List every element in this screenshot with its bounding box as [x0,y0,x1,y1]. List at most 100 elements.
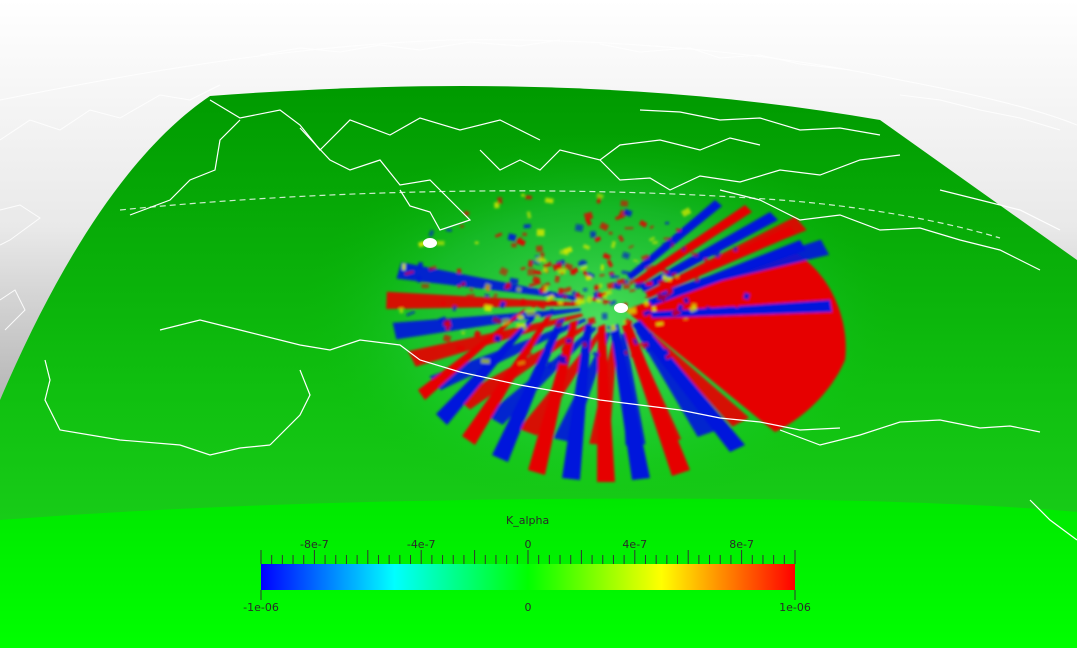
kernel-speckle [660,267,670,275]
colorbar-top-labels: -8e-7 -4e-7 0 4e-7 8e-7 [300,538,754,551]
kernel-speckle [546,294,555,301]
kernel-speckle [446,228,452,232]
colorbar-top-label: -8e-7 [300,538,329,551]
colorbar: -8e-7 -4e-7 0 4e-7 8e-7 -1e-06 0 1e-06 [243,538,811,614]
kernel-speckle [643,300,649,307]
kernel-speckle [590,231,596,238]
kernel-speckle [562,294,568,300]
kernel-speckle [460,225,464,228]
kernel-speckle [594,236,602,243]
kernel-speckle [675,290,681,297]
kernel-speckle [548,298,557,305]
kernel-speckle [438,316,447,323]
kernel-speckle [442,334,452,343]
kernel-speckle [473,330,482,339]
kernel-speckle [557,354,567,364]
kernel-speckle [581,360,588,366]
kernel-speckle [609,299,617,306]
kernel-speckle [571,267,579,274]
kernel-speckle [504,282,511,290]
kernel-speckle [620,200,629,207]
kernel-speckle [534,313,541,320]
kernel-speckle [517,315,524,320]
kernel-speckle [579,265,588,271]
kernel-speckle [527,268,535,276]
kernel-speckle [583,288,588,292]
kernel-speckle [546,361,552,369]
kernel-speckle [658,279,666,286]
kernel-stripe [632,320,745,452]
kernel-speckle [648,236,656,242]
kernel-speckle [498,266,509,277]
kernel-speckle [517,360,525,366]
kernel-speckle [536,229,545,237]
kernel-stripe [429,318,587,391]
kernel-speckle [645,264,656,273]
kernel-speckle [704,258,708,263]
kernel-stripe [597,324,615,482]
kernel-speckle [525,195,532,200]
kernel-speckle [575,297,582,306]
kernel-stripe [462,315,552,445]
kernel-speckle [501,318,510,326]
kernel-speckle [683,296,690,304]
kernel-speckle [676,303,684,312]
kernel-speckle [519,298,527,307]
kernel-speckle [616,278,626,285]
kernel-speckle [638,219,648,228]
kernel-stripe [634,205,752,286]
kernel-stripe [610,324,650,480]
kernel-speckle [440,301,447,306]
kernel-speckle [624,350,629,356]
kernel-stripe [642,327,750,427]
kernel-speckle [628,278,637,286]
kernel-speckle [456,268,462,274]
kernel-speckle [521,193,525,197]
kernel-speckle [645,332,654,340]
kernel-speckle [733,247,738,252]
colorbar-top-label: 4e-7 [622,538,647,551]
kernel-stripe [622,322,690,476]
kernel-speckle [624,227,634,230]
kernel-speckle [606,282,616,290]
kernel-stripe [396,262,582,301]
kernel-speckle [599,283,603,289]
source-marker[interactable] [423,238,437,248]
kernel-speckle [596,298,602,303]
coastlines [44,99,1077,541]
colorbar-top-label: 0 [525,538,532,551]
kernel-speckle [665,353,673,360]
kernel-speckle [554,275,560,283]
kernel-speckle [621,251,631,260]
kernel-speckle [568,321,576,327]
kernel-speckle [406,310,416,317]
kernel-speckle [543,285,549,294]
kernel-speckle [720,306,731,312]
kernel-speckle [499,330,507,338]
kernel-speckle [591,297,598,302]
kernel-speckle [675,275,679,279]
kernel-speckle [461,331,466,335]
kernel-speckle [537,302,547,310]
kernel-stripe [436,312,540,425]
kernel-speckle [661,284,671,291]
kernel-speckle [600,264,605,271]
kernel-speckle [402,263,406,271]
kernel-speckle [639,342,644,346]
kernel-speckle [531,305,536,309]
receiver-marker[interactable] [614,303,628,313]
kernel-speckle [690,251,699,258]
kernel-stripe [492,318,565,462]
kernel-speckle [428,229,435,237]
kernel-speckle [528,282,536,287]
kernel-speckle [662,275,672,282]
kernel-speckle [557,364,562,368]
sensitivity-kernel-pattern [386,192,846,482]
kernel-speckle [515,237,526,247]
kernel-speckle [404,270,414,275]
colorbar-bottom-label: -1e-06 [243,601,279,614]
kernel-speckle [587,317,596,325]
kernel-speckle [711,248,722,259]
